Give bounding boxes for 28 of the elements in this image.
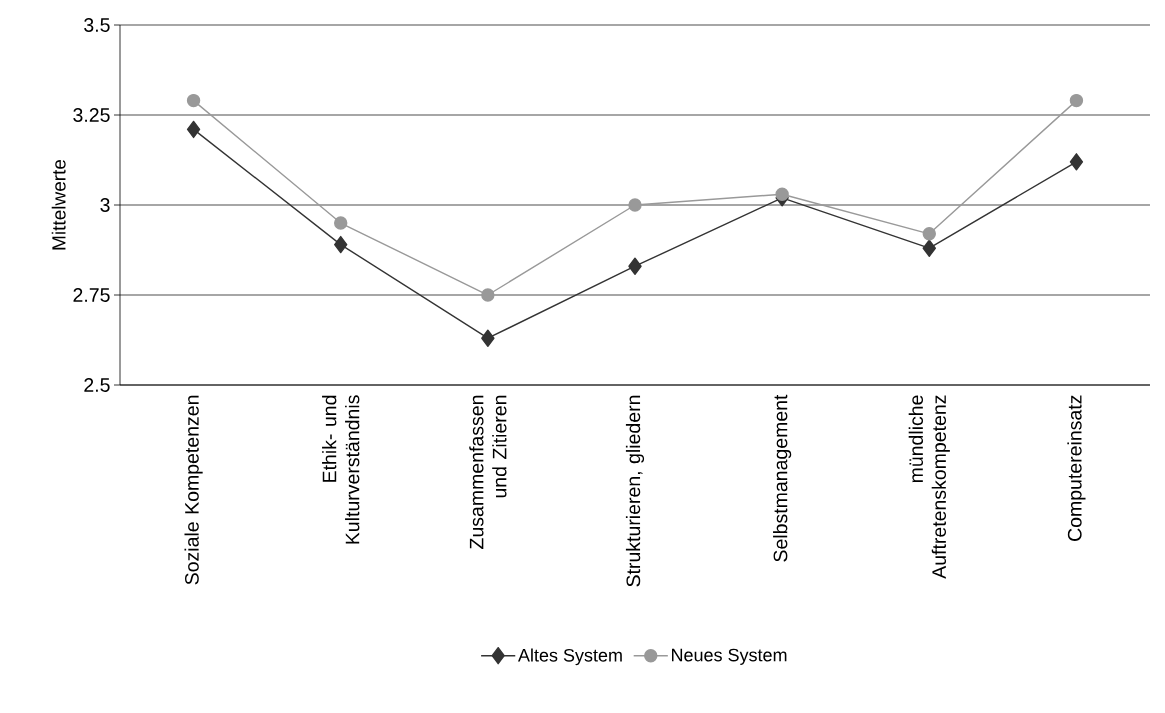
point — [1069, 93, 1084, 108]
x-tick-label: Zusammenfassen und Zitieren — [469, 395, 507, 549]
x-tick-label: Computereinsatz — [1067, 395, 1086, 541]
y-tick-label: 3.25 — [73, 108, 110, 122]
point — [628, 198, 642, 212]
y-tick-label: 2.5 — [84, 378, 110, 392]
y-tick-label: 3.5 — [84, 18, 110, 32]
x-tick-label: Strukturieren, gliedern — [625, 395, 645, 587]
point — [775, 187, 789, 201]
point — [1069, 153, 1084, 171]
x-tick-label: Soziale Kompetenzen — [184, 395, 203, 585]
point — [334, 216, 348, 230]
legend-label: Altes System — [517, 648, 622, 666]
point — [481, 329, 495, 347]
x-tick-label: mündliche Auftretenskompetenz — [908, 395, 950, 579]
point — [186, 93, 201, 108]
point — [481, 288, 495, 302]
y-axis-title: Mittelwerte — [51, 159, 66, 250]
y-tick-label: 2.75 — [73, 288, 110, 302]
point — [628, 257, 642, 275]
point — [186, 120, 201, 139]
y-tick-label: 3 — [100, 198, 110, 212]
legend-label: Neues System — [672, 648, 787, 665]
point — [922, 227, 936, 241]
x-tick-label: Selbstmanagement — [773, 394, 792, 562]
x-tick-label: Ethik- und Kulturverständnis — [322, 395, 360, 544]
point — [334, 235, 348, 254]
point — [922, 239, 936, 257]
